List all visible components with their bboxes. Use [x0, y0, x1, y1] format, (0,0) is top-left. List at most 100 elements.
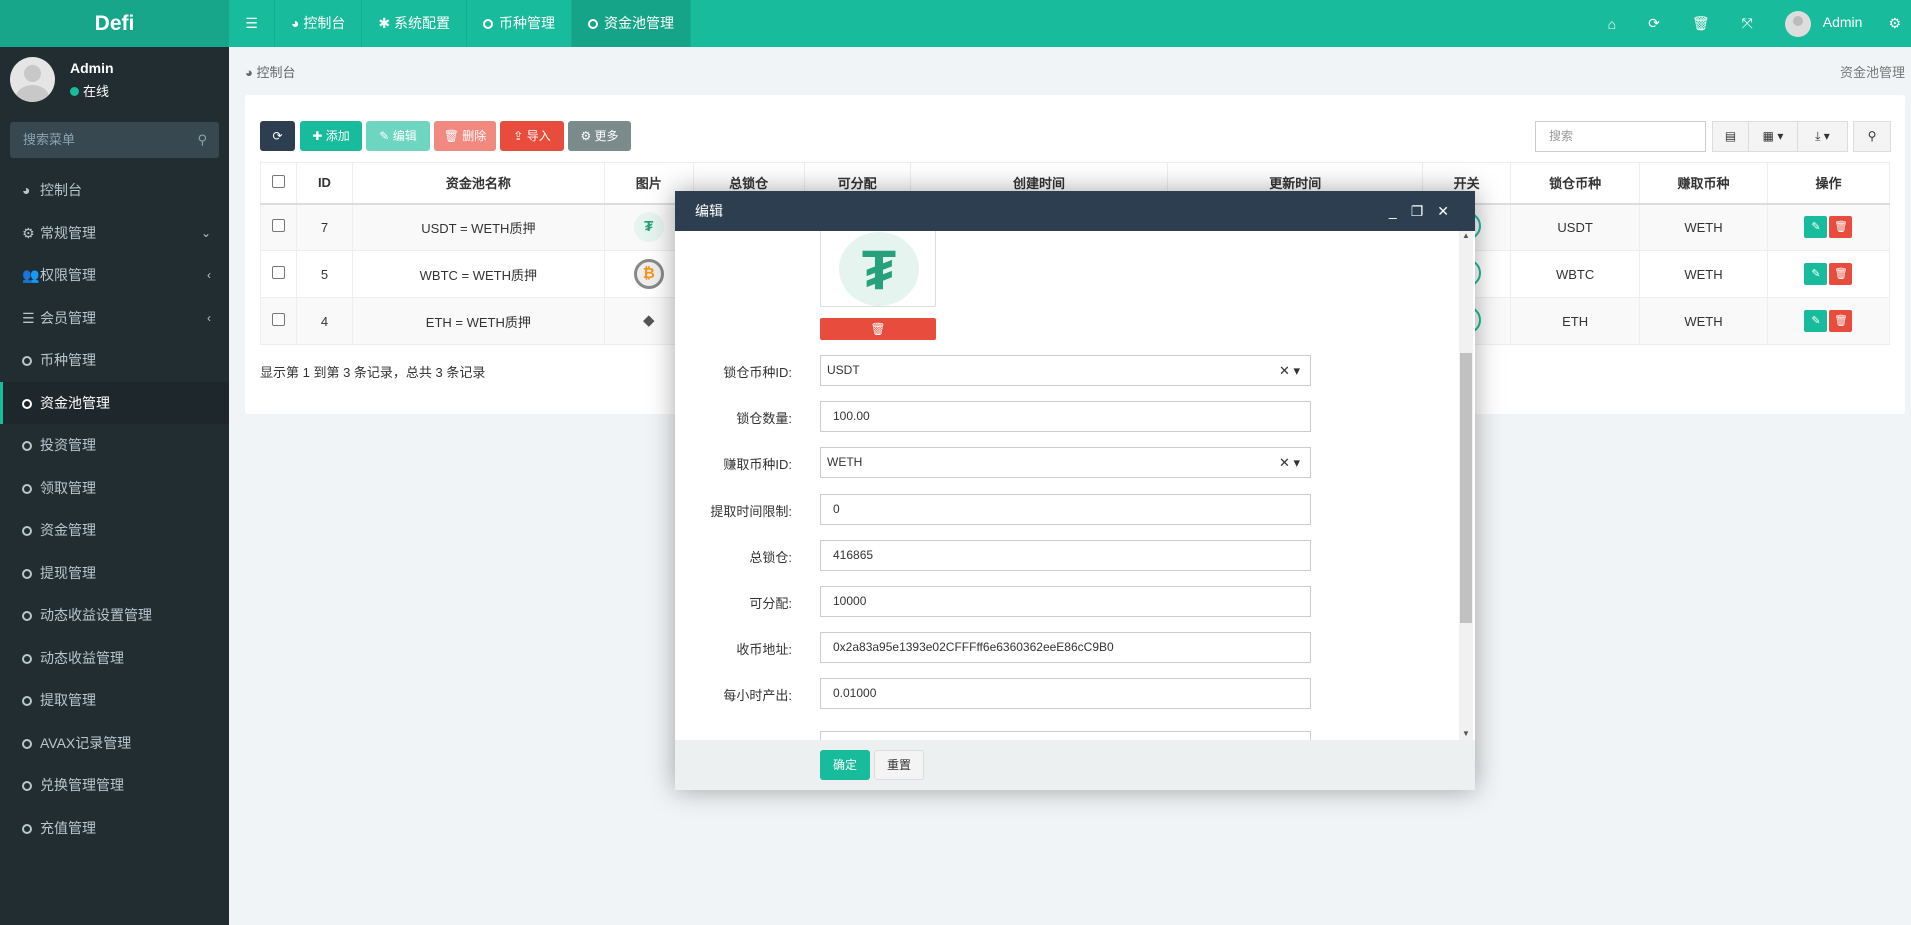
maximize-icon[interactable]: ❐	[1410, 203, 1438, 219]
sidebar-item[interactable]: 充值管理	[0, 807, 229, 850]
search-button[interactable]: ⚲	[1853, 121, 1891, 152]
menu-icon: ◕	[22, 182, 31, 198]
sidebar-item[interactable]: 领取管理	[0, 467, 229, 510]
row-delete-button[interactable]: 🗑	[1829, 263, 1853, 285]
edit-modal: 编辑 _❐✕ ₮ 🗑 ▲ ▼ 锁仓币种ID: USDT ✕ ▾ 锁仓数量: 100.00 赚…	[675, 191, 1475, 790]
col-id[interactable]: ID	[295, 162, 353, 205]
field-input[interactable]: 416865	[820, 539, 1311, 571]
breadcrumb[interactable]: ◕ 控制台	[245, 65, 296, 80]
circle-icon	[22, 568, 32, 579]
toggle-view-button[interactable]: ▤	[1712, 121, 1749, 152]
settings-icon[interactable]: ⚙	[1888, 15, 1901, 31]
sidebar-item[interactable]: 动态收益设置管理	[0, 594, 229, 637]
row-edit-button[interactable]: ✎	[1804, 216, 1828, 239]
fullscreen-icon[interactable]: ⤧	[1741, 15, 1753, 31]
tether-icon: ₮	[839, 232, 919, 306]
field-input[interactable]: 0x2a83a95e1393e02CFFFff6e6360362eeE86cC9…	[820, 632, 1311, 664]
search-icon: ⚲	[1867, 129, 1877, 143]
close-icon[interactable]: ✕	[1437, 203, 1463, 219]
more-button[interactable]: ⚙ 更多	[568, 121, 631, 151]
circle-icon	[22, 738, 32, 749]
row-checkbox[interactable]	[271, 266, 285, 279]
user-name: Admin	[70, 60, 114, 76]
col-actions: 操作	[1766, 162, 1891, 205]
reset-button[interactable]: 重置	[874, 750, 924, 780]
remove-image-button[interactable]: 🗑	[820, 318, 936, 340]
edit-button[interactable]: ✎ 编辑	[366, 121, 430, 151]
tab-pool-management[interactable]: 资金池管理	[571, 0, 691, 47]
sidebar-item[interactable]: 提取管理	[0, 679, 229, 722]
add-button[interactable]: ✚ 添加	[300, 121, 362, 151]
sidebar-item[interactable]: 动态收益管理	[0, 637, 229, 680]
coin-image-wbtc: ₿	[633, 259, 664, 289]
tab-coin-management[interactable]: 币种管理	[467, 0, 572, 47]
home-icon[interactable]: ⌂	[1607, 15, 1617, 32]
user-status: 在线	[70, 81, 109, 100]
avatar	[10, 57, 55, 102]
scrollbar-thumb[interactable]	[1460, 353, 1472, 623]
sidebar-item[interactable]: 👥权限管理 ‹	[0, 254, 229, 297]
row-delete-button[interactable]: 🗑	[1829, 216, 1853, 239]
pagination-info: 显示第 1 到第 3 条记录，总共 3 条记录	[260, 365, 486, 380]
modal-header[interactable]: 编辑 _❐✕	[675, 191, 1475, 231]
row-edit-button[interactable]: ✎	[1804, 310, 1828, 332]
tab-system-config[interactable]: ✱ 系统配置	[362, 0, 467, 47]
field-input[interactable]: 0.01000	[820, 678, 1311, 710]
row-checkbox[interactable]	[271, 313, 285, 326]
sidebar-item[interactable]: 兑换管理管理	[0, 764, 229, 807]
checkbox[interactable]	[271, 174, 285, 188]
cell-lock-coin: WBTC	[1510, 250, 1641, 298]
logo[interactable]: Defi	[0, 0, 229, 47]
modal-body[interactable]: ₮ 🗑 ▲ ▼ 锁仓币种ID: USDT ✕ ▾ 锁仓数量: 100.00 赚取币种ID: W…	[675, 231, 1475, 740]
tab-dashboard[interactable]: ◕ 控制台	[275, 0, 363, 47]
field-select[interactable]: USDT ✕ ▾	[820, 355, 1311, 386]
row-delete-button[interactable]: 🗑	[1829, 310, 1853, 332]
breadcrumb-current: 资金池管理	[1839, 65, 1905, 80]
sidebar-item[interactable]: ⚙ 常规管理 ⌄	[0, 212, 229, 255]
next-field-input[interactable]	[820, 731, 1311, 740]
columns-button[interactable]: ▦ ▾	[1748, 121, 1798, 152]
sidebar-user: Admin 在线	[10, 57, 114, 102]
sidebar-item[interactable]: 币种管理	[0, 339, 229, 382]
col-name[interactable]: 资金池名称	[351, 162, 605, 205]
cell-name: ETH = WETH质押	[351, 297, 605, 345]
sidebar-item[interactable]: AVAX记录管理	[0, 722, 229, 765]
menu-toggle-icon[interactable]: ☰	[229, 0, 275, 47]
row-checkbox[interactable]	[271, 219, 285, 233]
export-button[interactable]: ⤓ ▾	[1797, 121, 1848, 152]
sidebar-item[interactable]: 投资管理	[0, 424, 229, 467]
refresh-icon[interactable]: ⟳	[1648, 15, 1660, 31]
sidebar-item[interactable]: 提现管理	[0, 552, 229, 595]
clear-select-icon[interactable]: ✕ ▾	[1278, 363, 1300, 378]
clear-select-icon[interactable]: ✕ ▾	[1278, 455, 1300, 471]
sidebar-item[interactable]: ☰ 会员管理 ‹	[0, 297, 229, 340]
minimize-icon[interactable]: _	[1388, 203, 1411, 219]
circle-icon	[22, 611, 32, 621]
circle-icon	[22, 483, 32, 494]
sidebar-item[interactable]: 资金管理	[0, 509, 229, 552]
modal-scrollbar[interactable]: ▲ ▼	[1459, 231, 1473, 740]
sidebar-item[interactable]: ◕ 控制台	[0, 169, 229, 212]
circle-icon	[22, 398, 32, 409]
field-select[interactable]: WETH ✕ ▾	[820, 447, 1311, 479]
cell-name: USDT = WETH质押	[351, 203, 605, 251]
sidebar: Admin 在线 搜索菜单 ⚲ ◕ 控制台 ⚙ 常规管理 ⌄ 👥权限管理 ‹ ☰ 会员管理 ‹ 币种管…	[0, 47, 229, 925]
row-edit-button[interactable]: ✎	[1804, 263, 1828, 285]
delete-button[interactable]: 🗑 删除	[434, 121, 496, 151]
table-search-input[interactable]: 搜索	[1535, 121, 1706, 152]
menu-search-input[interactable]: 搜索菜单 ⚲	[10, 122, 219, 158]
select-all-checkbox[interactable]	[260, 162, 297, 205]
field-label: 赚取币种ID:	[723, 457, 792, 473]
refresh-button[interactable]: ⟳	[260, 121, 295, 151]
user-menu[interactable]: Admin	[1784, 10, 1862, 37]
trash-icon[interactable]: 🗑	[1691, 15, 1710, 31]
field-input[interactable]: 100.00	[820, 401, 1311, 433]
field-input[interactable]: 0	[820, 493, 1311, 525]
cell-lock-coin: ETH	[1510, 297, 1641, 345]
import-button[interactable]: ⇪ 导入	[500, 121, 564, 151]
sidebar-item[interactable]: 资金池管理	[0, 381, 229, 424]
confirm-button[interactable]: 确定	[820, 750, 870, 780]
coin-image-preview: ₮	[820, 231, 936, 307]
field-input[interactable]: 10000	[820, 586, 1311, 617]
dashboard-icon: ◕	[291, 15, 304, 31]
